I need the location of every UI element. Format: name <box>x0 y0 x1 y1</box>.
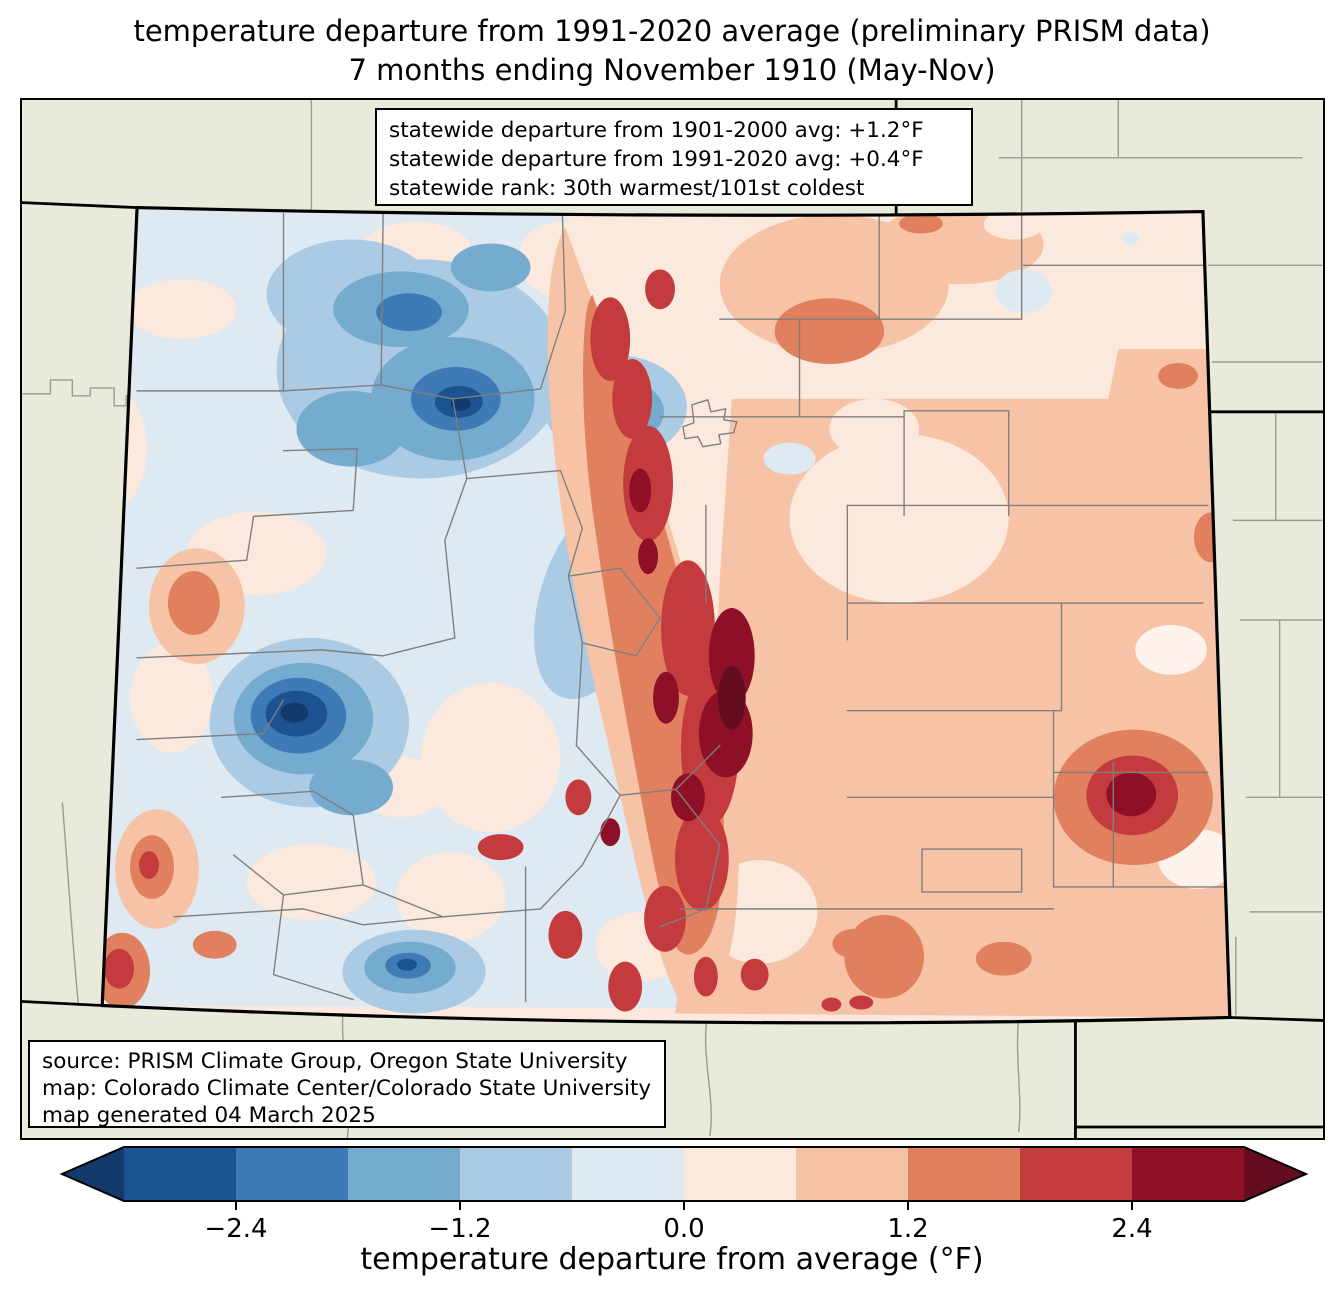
colorbar-gradient <box>59 1146 1309 1210</box>
colorbar-bin <box>348 1147 460 1201</box>
statewide-stats-box: statewide departure from 1901-2000 avg: … <box>375 108 973 206</box>
colorbar-bin <box>684 1147 796 1201</box>
neighbor-state-borders <box>22 100 1323 1138</box>
colorbar-tick-label: 0.0 <box>663 1214 705 1244</box>
source-attribution-box: source: PRISM Climate Group, Oregon Stat… <box>28 1040 666 1128</box>
stats-line-2: statewide departure from 1991-2020 avg: … <box>389 147 924 172</box>
colorbar-tick-label: 1.2 <box>887 1214 929 1244</box>
stats-line-3: statewide rank: 30th warmest/101st colde… <box>389 176 865 201</box>
title-line-2: 7 months ending November 1910 (May-Nov) <box>348 53 996 87</box>
colorbar-bin <box>572 1147 684 1201</box>
colorbar-tick-label: 2.4 <box>1111 1214 1153 1244</box>
colorbar-bin <box>796 1147 908 1201</box>
map-axes <box>20 98 1325 1140</box>
state-fill <box>102 207 1230 1023</box>
neighbor-county-lines <box>22 100 1323 1138</box>
colorbar-bin <box>236 1147 348 1201</box>
colorbar-under-arrow <box>62 1147 124 1201</box>
colorbar-bin <box>460 1147 572 1201</box>
colorbar-bin <box>1132 1147 1244 1201</box>
figure-title: temperature departure from 1991-2020 ave… <box>0 12 1344 90</box>
colorado-state-border <box>100 205 1232 1025</box>
stats-line-1: statewide departure from 1901-2000 avg: … <box>389 118 924 143</box>
colorbar-bin <box>1020 1147 1132 1201</box>
colorbar-tick-label: −2.4 <box>204 1214 268 1244</box>
colorado-map <box>22 100 1323 1138</box>
colorbar-tick-label: −1.2 <box>428 1214 492 1244</box>
colorbar-bin <box>908 1147 1020 1201</box>
colorbar-outline <box>59 1146 1309 1202</box>
colorbar: −2.4 −1.2 0.0 1.2 2.4 <box>59 1146 1309 1296</box>
colorbar-bin <box>124 1147 236 1201</box>
source-line-1: source: PRISM Climate Group, Oregon Stat… <box>42 1049 628 1074</box>
county-lines <box>136 212 1229 1003</box>
colorbar-over-arrow <box>1244 1147 1306 1201</box>
source-line-2: map: Colorado Climate Center/Colorado St… <box>42 1076 652 1101</box>
title-line-1: temperature departure from 1991-2020 ave… <box>133 14 1211 48</box>
source-line-3: map generated 04 March 2025 <box>42 1103 376 1128</box>
colorbar-axis-label: temperature departure from average (°F) <box>360 1242 984 1277</box>
